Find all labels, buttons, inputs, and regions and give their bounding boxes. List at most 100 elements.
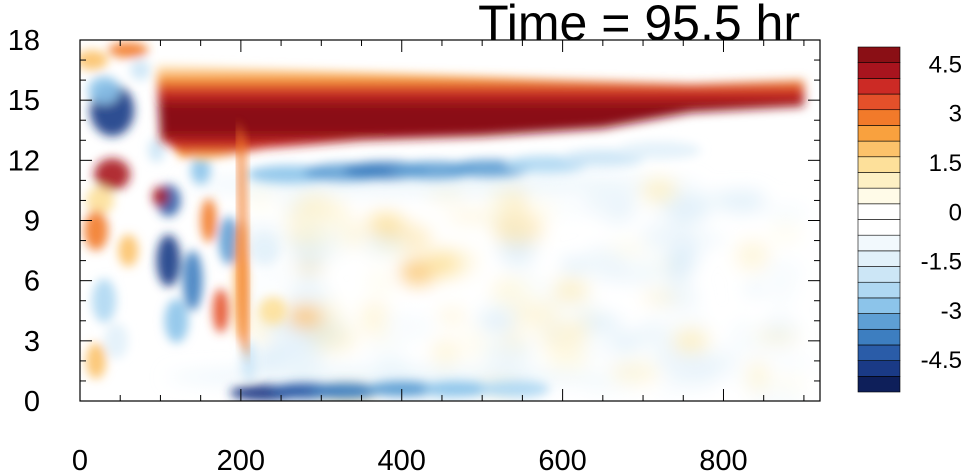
- heatmap-cell: [130, 60, 151, 81]
- heatmap-cell: [769, 222, 801, 244]
- heatmap-cell: [236, 120, 249, 361]
- y-tick-label: 9: [24, 206, 40, 238]
- heatmap-cell: [743, 281, 766, 297]
- heatmap-cell: [669, 357, 720, 389]
- heatmap-cell: [493, 211, 544, 246]
- x-tick-label: 200: [217, 445, 265, 473]
- colorbar-swatch: [857, 62, 901, 79]
- field-layer: [80, 42, 815, 401]
- heatmap-cell: [431, 338, 460, 366]
- colorbar-swatch: [857, 234, 901, 252]
- colorbar-label: 0: [949, 199, 962, 226]
- colorbar-swatch: [857, 109, 901, 126]
- heatmap-cell: [560, 257, 587, 275]
- heatmap-cell: [498, 192, 519, 219]
- heatmap-cell: [363, 241, 414, 256]
- upper-positive-band: [156, 64, 804, 161]
- heatmap-cell: [479, 380, 550, 397]
- heatmap-cell: [511, 299, 561, 329]
- heatmap-cell: [610, 361, 660, 384]
- heatmap-cell: [695, 192, 738, 208]
- heatmap-cell: [366, 270, 396, 294]
- heatmap-cell: [617, 141, 702, 160]
- colorbar-label: 3: [949, 101, 962, 128]
- heatmap-cell: [80, 50, 109, 71]
- heatmap-cell: [309, 323, 358, 354]
- colorbar-label: -1.5: [921, 249, 962, 276]
- heatmap-cell: [284, 282, 331, 312]
- colorbar-label: 4.5: [929, 51, 962, 78]
- heatmap-cell: [296, 191, 330, 223]
- heatmap-cell: [182, 250, 203, 311]
- axis-ticks: [79, 39, 820, 402]
- heatmap-cell: [92, 278, 117, 323]
- colorbar-swatch: [857, 266, 901, 283]
- heatmap-cell: [118, 234, 139, 267]
- colorbar-swatch: [857, 250, 901, 267]
- heatmap-cell: [108, 42, 149, 59]
- colorbar-swatch: [857, 140, 901, 158]
- heatmap-cell: [381, 313, 435, 341]
- heatmap-cell: [251, 236, 279, 265]
- colorbar-swatch: [857, 313, 901, 330]
- colorbar-swatch: [857, 297, 901, 314]
- heatmap-cell: [148, 138, 165, 163]
- y-tick-label: 18: [8, 25, 40, 57]
- heatmap-cell: [768, 278, 796, 307]
- colorbar-swatch: [857, 376, 901, 393]
- heatmap-cell: [165, 366, 606, 387]
- heatmap-cell: [673, 328, 710, 353]
- heatmap-cell: [423, 380, 494, 397]
- colorbar-swatch: [857, 203, 901, 220]
- colorbar-label: -4.5: [921, 347, 962, 374]
- heatmap-cell: [190, 156, 211, 185]
- colorbar-swatch: [857, 125, 901, 142]
- heatmap-cell: [460, 326, 489, 362]
- heatmap-cell: [86, 342, 107, 379]
- heatmap-cell: [156, 234, 181, 287]
- heatmap-cell: [491, 280, 538, 297]
- heatmap-cell: [552, 278, 589, 303]
- y-tick-label: 3: [24, 326, 40, 358]
- colorbar-swatch: [857, 219, 901, 236]
- heatmap-cell: [581, 315, 623, 331]
- heatmap-cell: [242, 228, 290, 243]
- x-tick-label: 800: [699, 445, 747, 473]
- heatmap-cell: [88, 76, 121, 105]
- y-tick-label: 15: [8, 85, 40, 117]
- heatmap-cell: [544, 349, 590, 375]
- heatmap-cell: [609, 240, 649, 258]
- heatmap-cell: [423, 252, 460, 277]
- heatmap-cell: [641, 178, 678, 203]
- colorbar-swatch: [857, 281, 901, 299]
- heatmap-cell: [104, 322, 129, 359]
- colorbar-swatch: [857, 93, 901, 111]
- heatmap-cell: [670, 233, 726, 246]
- plot-area: [80, 40, 820, 401]
- heatmap-cell: [578, 336, 617, 359]
- heatmap-cell: [558, 321, 590, 338]
- heatmap-cell: [753, 330, 799, 344]
- y-tick-label: 12: [8, 145, 40, 177]
- heatmap-cell: [367, 212, 404, 237]
- heatmap-cell: [84, 210, 109, 251]
- heatmap-cell: [771, 376, 807, 391]
- heatmap-cell: [731, 318, 754, 339]
- colorbar: 4.5 3 1.5 0 -1.5 -3 -4.5: [857, 46, 962, 393]
- heatmap-cell: [86, 186, 115, 215]
- heatmap-cell: [547, 201, 590, 216]
- colorbar-swatch: [857, 187, 901, 205]
- heatmap-cell: [641, 290, 678, 305]
- heatmap-cell: [218, 216, 239, 265]
- colorbar-swatch: [857, 360, 901, 377]
- y-tick-labels: 0 3 6 9 12 15 18: [8, 25, 40, 418]
- heatmap-cell: [765, 357, 815, 370]
- heatmap-cell: [212, 288, 229, 333]
- heatmap-cell: [310, 382, 381, 399]
- colorbar-label: 1.5: [929, 150, 962, 177]
- heatmap-cell: [318, 226, 349, 260]
- heatmap-cell: [764, 203, 809, 223]
- colorbar-swatch: [857, 78, 901, 95]
- x-tick-label: 400: [378, 445, 426, 473]
